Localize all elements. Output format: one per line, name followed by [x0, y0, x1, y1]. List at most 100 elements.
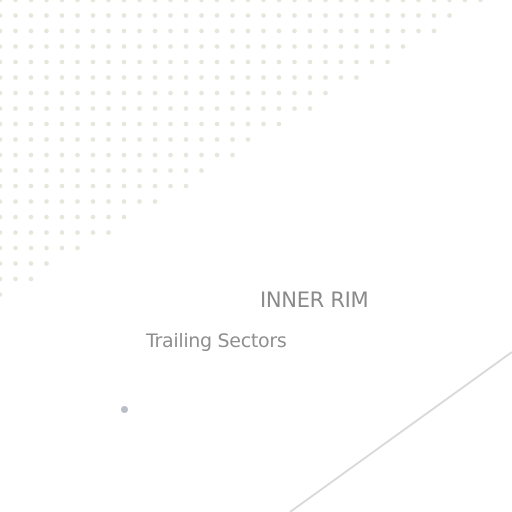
pattern-dot — [416, 28, 421, 34]
pattern-dot — [214, 0, 220, 3]
pattern-dot — [276, 90, 282, 96]
pattern-dot — [0, 90, 3, 96]
pattern-dot — [13, 90, 18, 96]
pattern-dot — [152, 121, 158, 127]
marker-dot — [121, 406, 128, 413]
pattern-dot — [369, 13, 375, 18]
pattern-dot — [292, 28, 297, 34]
pattern-dot — [292, 90, 297, 96]
pattern-dot — [168, 183, 173, 189]
pattern-dot — [28, 106, 34, 111]
pattern-dot — [137, 13, 142, 18]
pattern-dot — [168, 152, 173, 158]
pattern-dot — [0, 0, 3, 3]
pattern-dot — [354, 28, 359, 34]
pattern-dot — [292, 59, 297, 65]
pattern-dot — [214, 75, 220, 80]
pattern-dot — [28, 90, 34, 96]
pattern-dot — [199, 152, 204, 158]
pattern-dot — [214, 44, 220, 49]
pattern-dot — [168, 28, 173, 34]
pattern-dot — [75, 0, 80, 3]
pattern-dot — [44, 44, 49, 49]
pattern-dot — [199, 59, 204, 65]
pattern-dot — [183, 0, 189, 3]
pattern-dot — [90, 75, 96, 80]
pattern-dot — [106, 0, 111, 3]
pattern-dot — [0, 276, 3, 282]
pattern-dot — [214, 13, 220, 18]
pattern-dot — [0, 137, 3, 142]
pattern-dot — [75, 59, 80, 65]
pattern-dot — [13, 75, 18, 80]
section-title: INNER RIM — [260, 288, 369, 312]
pattern-dot — [13, 245, 18, 251]
pattern-dot — [323, 0, 328, 3]
pattern-dot — [44, 106, 49, 111]
pattern-dot — [276, 75, 282, 80]
pattern-dot — [44, 168, 49, 173]
pattern-dot — [199, 90, 204, 96]
pattern-dot — [245, 28, 251, 34]
pattern-dot — [75, 168, 80, 173]
pattern-dot — [13, 168, 18, 173]
pattern-dot — [44, 13, 49, 18]
pattern-dot — [28, 59, 34, 65]
pattern-dot — [369, 0, 375, 3]
pattern-dot — [13, 137, 18, 142]
pattern-dot — [0, 183, 3, 189]
pattern-dot — [307, 75, 313, 80]
pattern-dot — [214, 59, 220, 65]
pattern-dot — [338, 75, 344, 80]
pattern-dot — [59, 0, 65, 3]
pattern-dot — [199, 0, 204, 3]
pattern-dot — [90, 13, 96, 18]
pattern-dot — [121, 168, 127, 173]
pattern-dot — [28, 137, 34, 142]
pattern-dot — [59, 44, 65, 49]
pattern-dot — [0, 168, 3, 173]
pattern-dot — [431, 28, 437, 34]
pattern-dot — [245, 0, 251, 3]
pattern-dot — [0, 245, 3, 251]
pattern-dot — [28, 44, 34, 49]
pattern-dot — [230, 44, 235, 49]
pattern-dot — [431, 13, 437, 18]
pattern-dot — [44, 121, 49, 127]
pattern-dot — [338, 13, 344, 18]
pattern-dot — [90, 44, 96, 49]
pattern-dot — [0, 292, 3, 297]
pattern-dot — [0, 44, 3, 49]
pattern-dot — [369, 44, 375, 49]
pattern-dot — [0, 230, 3, 235]
pattern-dot — [152, 152, 158, 158]
pattern-dot — [90, 90, 96, 96]
pattern-dot — [199, 44, 204, 49]
pattern-dot — [13, 152, 18, 158]
pattern-dot — [75, 13, 80, 18]
pattern-dot — [121, 28, 127, 34]
pattern-dot — [0, 13, 3, 18]
pattern-dot — [152, 137, 158, 142]
pattern-dot — [230, 59, 235, 65]
pattern-dot — [245, 137, 251, 142]
pattern-dot — [338, 0, 344, 3]
pattern-dot — [416, 13, 421, 18]
pattern-dot — [106, 214, 111, 220]
pattern-dot — [199, 121, 204, 127]
pattern-dot — [121, 0, 127, 3]
pattern-dot — [276, 28, 282, 34]
pattern-dot — [13, 0, 18, 3]
pattern-dot — [152, 90, 158, 96]
pattern-dot — [354, 44, 359, 49]
pattern-dot — [230, 121, 235, 127]
pattern-dot — [276, 0, 282, 3]
pattern-dot — [168, 13, 173, 18]
pattern-dot — [106, 44, 111, 49]
pattern-dot — [137, 0, 142, 3]
pattern-dot — [90, 168, 96, 173]
pattern-dot — [323, 44, 328, 49]
pattern-dot — [75, 28, 80, 34]
pattern-dot — [59, 75, 65, 80]
pattern-dot — [59, 59, 65, 65]
